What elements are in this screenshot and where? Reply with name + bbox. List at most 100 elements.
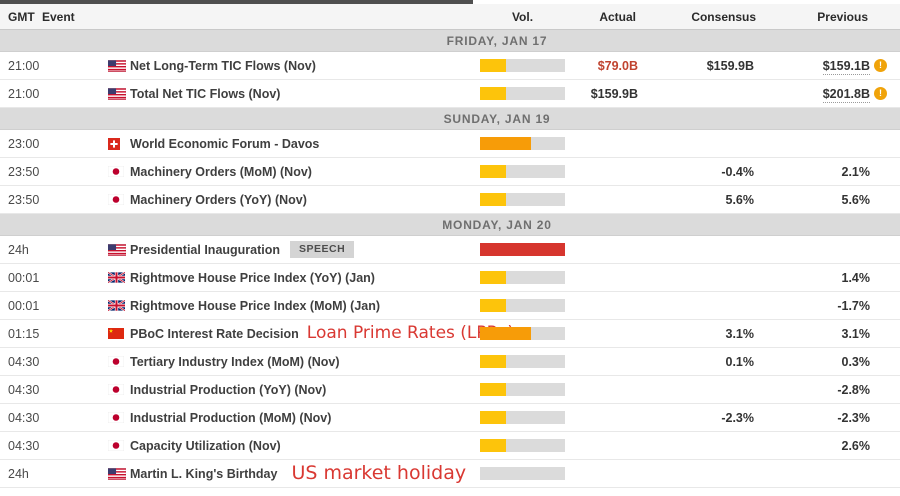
volatility-bar (480, 165, 565, 178)
flag-japan-icon (108, 194, 124, 205)
flag-switzerland-icon (108, 137, 120, 150)
event-time: 01:15 (8, 326, 40, 341)
flag-cell (95, 194, 130, 205)
previous-value-text: 2.1% (841, 164, 871, 179)
event-row[interactable]: 01:15 PBoC Interest Rate Decision Loan P… (0, 320, 900, 348)
event-row[interactable]: 23:00 World Economic Forum - Davos (0, 130, 900, 158)
volatility-bar (480, 271, 565, 284)
volatility-bar-fill (480, 271, 506, 284)
previous-value-text: -2.8% (837, 382, 870, 397)
previous-value-text: 1.4% (841, 270, 871, 285)
volatility-bar (480, 193, 565, 206)
section-label: MONDAY, JAN 20 (442, 217, 552, 232)
volatility-bar (480, 59, 565, 72)
flag-us-icon (108, 87, 126, 100)
previous-value: -2.8% (760, 383, 872, 397)
revision-info-icon[interactable]: ! (874, 87, 887, 100)
speech-badge: SPEECH (290, 241, 355, 258)
event-time: 00:01 (8, 298, 40, 313)
event-name: PBoC Interest Rate Decision (130, 326, 299, 341)
previous-value: 5.6% (760, 193, 872, 207)
previous-value-text: 5.6% (841, 192, 871, 207)
previous-value: 2.6% (760, 439, 872, 453)
flag-japan-icon (108, 384, 124, 395)
column-header-event: Event (42, 9, 75, 24)
volatility-bar-fill (480, 411, 506, 424)
event-name: Martin L. King's Birthday (130, 466, 278, 481)
flag-cell (95, 272, 130, 283)
event-row[interactable]: 24h Martin L. King's Birthday US market … (0, 460, 900, 488)
flag-us-icon (108, 59, 126, 72)
event-row[interactable]: 04:30 Industrial Production (YoY) (Nov) … (0, 376, 900, 404)
event-row[interactable]: 04:30 Industrial Production (MoM) (Nov) … (0, 404, 900, 432)
date-section-header: MONDAY, JAN 20 (0, 214, 900, 236)
column-header-consensus: Consensus (691, 9, 756, 24)
annotation-text: US market holiday (291, 462, 467, 484)
volatility-bar (480, 383, 565, 396)
column-header-previous: Previous (817, 9, 868, 24)
flag-cell (95, 243, 130, 256)
revision-info-icon[interactable]: ! (874, 59, 887, 72)
section-label: FRIDAY, JAN 17 (446, 33, 548, 48)
flag-us-icon (108, 467, 126, 480)
date-section-header: FRIDAY, JAN 17 (0, 30, 900, 52)
event-name: Net Long-Term TIC Flows (Nov) (130, 58, 316, 73)
flag-china-icon (108, 328, 124, 339)
column-header-gmt: GMT (8, 9, 35, 24)
flag-cell (95, 356, 130, 367)
event-time: 04:30 (8, 382, 40, 397)
flag-cell (95, 384, 130, 395)
previous-value-text[interactable]: $201.8B (822, 86, 870, 103)
flag-uk-icon (108, 300, 125, 311)
previous-value: 2.1% (760, 165, 872, 179)
top-divider-bar (0, 0, 473, 4)
consensus-value: 0.1% (725, 354, 755, 369)
event-time: 04:30 (8, 438, 40, 453)
volatility-bar (480, 299, 565, 312)
previous-value: $201.8B (760, 86, 872, 103)
flag-cell (95, 59, 130, 72)
volatility-bar-fill (480, 243, 565, 256)
flag-japan-icon (108, 412, 124, 423)
consensus-value: -0.4% (721, 164, 754, 179)
volatility-bar (480, 137, 565, 150)
volatility-bar (480, 467, 565, 480)
previous-value-text: -1.7% (837, 298, 870, 313)
volatility-bar (480, 327, 565, 340)
volatility-bar (480, 243, 565, 256)
column-header-vol: Vol. (511, 9, 534, 24)
event-name: Rightmove House Price Index (YoY) (Jan) (130, 270, 375, 285)
event-name: Capacity Utilization (Nov) (130, 438, 281, 453)
volatility-bar-fill (480, 59, 506, 72)
annotation-text: Loan Prime Rates (LPRs) (306, 323, 514, 343)
event-row[interactable]: 24h Presidential Inauguration SPEECH (0, 236, 900, 264)
previous-value: -1.7% (760, 299, 872, 313)
volatility-bar-fill (480, 439, 506, 452)
event-row[interactable]: 23:50 Machinery Orders (MoM) (Nov) -0.4%… (0, 158, 900, 186)
section-label: SUNDAY, JAN 19 (443, 111, 551, 126)
date-section-header: SUNDAY, JAN 19 (0, 108, 900, 130)
volatility-bar (480, 87, 565, 100)
flag-cell (95, 440, 130, 451)
previous-value: $159.1B (760, 58, 872, 75)
event-row[interactable]: 21:00 Net Long-Term TIC Flows (Nov) $79.… (0, 52, 900, 80)
event-row[interactable]: 04:30 Capacity Utilization (Nov) 2.6% (0, 432, 900, 460)
volatility-bar (480, 411, 565, 424)
volatility-bar-fill (480, 165, 506, 178)
event-row[interactable]: 04:30 Tertiary Industry Index (MoM) (Nov… (0, 348, 900, 376)
event-time: 23:50 (8, 164, 40, 179)
flag-uk-icon (108, 272, 125, 283)
volatility-bar-fill (480, 383, 506, 396)
event-time: 00:01 (8, 270, 40, 285)
event-time: 23:00 (8, 136, 40, 151)
event-name: Industrial Production (MoM) (Nov) (130, 410, 332, 425)
flag-japan-icon (108, 440, 124, 451)
volatility-bar-fill (480, 137, 531, 150)
previous-value-text: 3.1% (841, 326, 871, 341)
event-row[interactable]: 00:01 Rightmove House Price Index (MoM) … (0, 292, 900, 320)
event-row[interactable]: 21:00 Total Net TIC Flows (Nov) $159.9B … (0, 80, 900, 108)
event-name: Tertiary Industry Index (MoM) (Nov) (130, 354, 340, 369)
event-row[interactable]: 00:01 Rightmove House Price Index (YoY) … (0, 264, 900, 292)
previous-value-text[interactable]: $159.1B (822, 58, 870, 75)
event-row[interactable]: 23:50 Machinery Orders (YoY) (Nov) 5.6% … (0, 186, 900, 214)
